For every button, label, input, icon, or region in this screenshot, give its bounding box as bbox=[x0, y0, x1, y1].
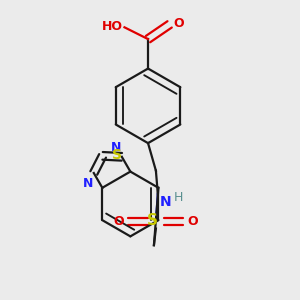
Text: S: S bbox=[146, 213, 158, 228]
Text: O: O bbox=[114, 215, 124, 228]
Text: N: N bbox=[110, 141, 121, 154]
Text: O: O bbox=[174, 17, 184, 30]
Text: H: H bbox=[174, 191, 183, 204]
Text: N: N bbox=[82, 177, 93, 190]
Text: HO: HO bbox=[101, 20, 122, 33]
Text: O: O bbox=[187, 215, 198, 228]
Text: S: S bbox=[112, 148, 122, 162]
Text: N: N bbox=[160, 195, 171, 209]
